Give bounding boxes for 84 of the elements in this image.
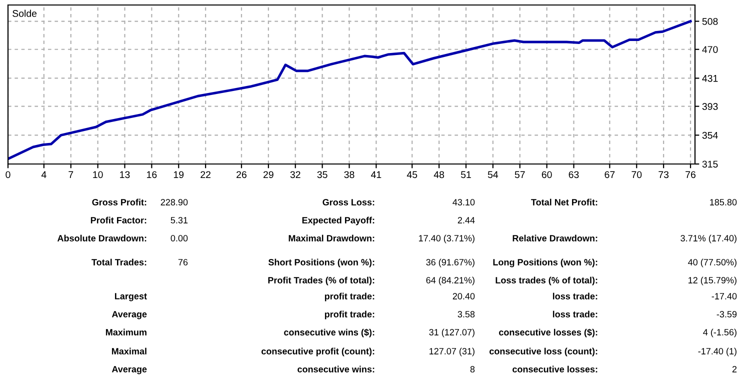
text: 76	[178, 259, 188, 266]
text: consecutive loss (count):	[490, 348, 598, 356]
x-tick-label: 7	[68, 171, 74, 178]
text: consecutive wins ($):	[284, 328, 374, 338]
y-tick-label: 354	[702, 132, 718, 139]
text: Short Positions (won %):	[268, 258, 374, 268]
text: Loss trades (% of total):	[496, 276, 598, 286]
x-tick-label: 26	[236, 171, 246, 178]
x-tick-label: 10	[93, 171, 103, 178]
x-tick-label: 54	[488, 171, 498, 178]
text: consecutive profit (count):	[262, 348, 374, 356]
text: consecutive wins:	[298, 366, 374, 372]
text: 43.10	[452, 199, 475, 206]
text: 2	[732, 366, 737, 372]
text: -17.40 (1)	[698, 348, 736, 356]
text: 3.58	[458, 311, 475, 318]
text: Total Trades:	[92, 258, 146, 266]
y-tick-label: 315	[702, 160, 718, 168]
text: Average	[112, 366, 147, 374]
x-tick-label: 60	[542, 171, 552, 178]
text: consecutive losses:	[512, 366, 598, 372]
y-tick-label: 393	[702, 103, 718, 110]
text: loss trade:	[552, 310, 598, 318]
text: Maximal	[112, 348, 146, 354]
text: 4 (-1.56)	[703, 328, 736, 338]
x-tick-label: 22	[200, 171, 210, 178]
x-tick-label: 51	[460, 171, 471, 178]
y-tick-label: 508	[702, 18, 718, 25]
x-tick-label: 63	[568, 171, 579, 178]
text: Profit Trades (% of total):	[268, 276, 374, 286]
text: profit trade:	[324, 310, 374, 320]
text: Relative Drawdown:	[512, 234, 598, 242]
x-tick-label: 19	[174, 171, 184, 178]
text: Expected Payoff:	[302, 216, 374, 226]
text: 5.31	[170, 217, 188, 224]
x-tick-label: 57	[514, 171, 525, 178]
text: -3.59	[716, 311, 737, 318]
text: 31 (127.07)	[429, 328, 474, 338]
x-tick-label: 35	[317, 171, 328, 178]
text: 3.71% (17.40)	[680, 234, 736, 244]
x-tick-label: 4	[41, 171, 46, 178]
text: profit trade:	[324, 292, 374, 302]
text: 17.40 (3.71%)	[418, 234, 474, 244]
x-tick-label: 13	[120, 171, 130, 178]
x-tick-label: 29	[264, 171, 274, 178]
text: consecutive losses ($):	[499, 328, 598, 338]
x-tick-label: 38	[344, 171, 354, 178]
x-tick-label: 41	[371, 171, 382, 178]
x-tick-label: 0	[6, 171, 10, 178]
x-tick-label: 48	[434, 171, 444, 178]
text: Maximum	[106, 328, 146, 336]
x-tick-label: 16	[147, 171, 157, 178]
text: 40 (77.50%)	[688, 258, 736, 268]
x-tick-label: 45	[406, 171, 418, 178]
text: 0.00	[170, 235, 188, 242]
text: 36 (91.67%)	[426, 258, 474, 268]
text: 185.80	[710, 199, 737, 206]
y-tick-label: 470	[702, 46, 718, 53]
text: -17.40	[712, 293, 737, 300]
line-series	[8, 20, 692, 160]
text: 8	[470, 366, 475, 372]
x-tick-label: 67	[604, 171, 615, 178]
chart-title: Solde	[12, 10, 37, 17]
text: 64 (84.21%)	[426, 276, 474, 286]
text: Total Net Profit:	[531, 198, 598, 206]
text: Largest	[114, 293, 147, 302]
text: 127.07 (31)	[430, 348, 474, 356]
text: 2.44	[458, 217, 475, 224]
text: Gross Profit:	[92, 198, 146, 206]
x-tick-label: 73	[658, 171, 669, 178]
text: Long Positions (won %):	[493, 258, 598, 268]
text: Gross Loss:	[322, 199, 374, 206]
text: Maximal Drawdown:	[288, 234, 374, 242]
text: 20.40	[452, 293, 475, 300]
x-tick-label: 32	[290, 171, 300, 178]
text: Profit Factor:	[90, 216, 146, 224]
x-tick-label: 76	[686, 171, 696, 178]
y-tick-label: 431	[702, 74, 718, 82]
text: loss trade:	[552, 292, 598, 300]
text: Absolute Drawdown:	[57, 234, 146, 242]
text: Average	[112, 311, 147, 320]
x-tick-label: 70	[632, 171, 642, 178]
text: 228.90	[160, 199, 188, 206]
text: 12 (15.79%)	[688, 276, 736, 286]
